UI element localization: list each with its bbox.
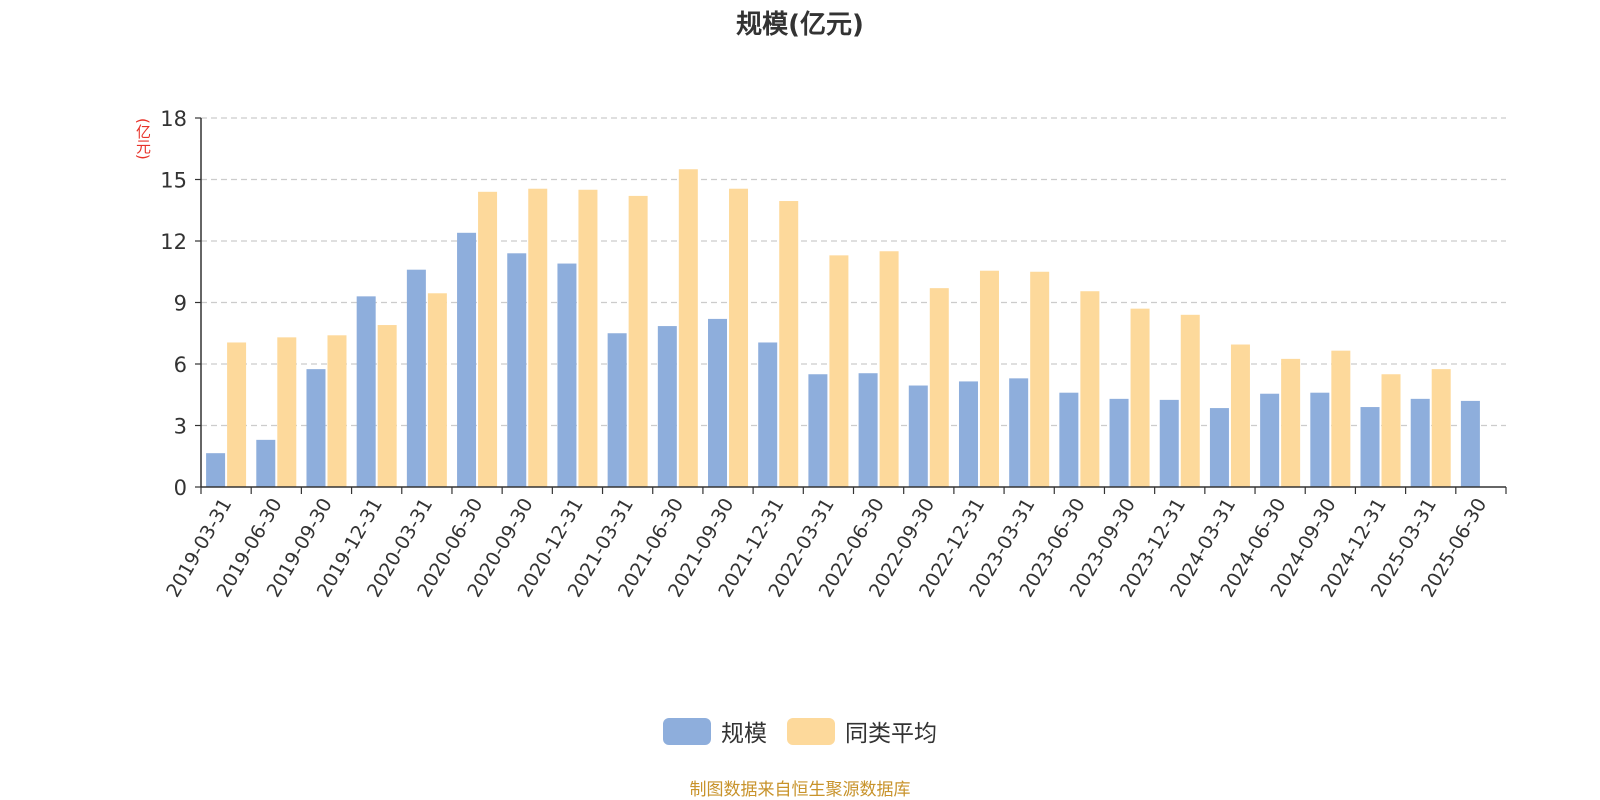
bar-peer-average[interactable] <box>427 293 447 487</box>
bar-scale[interactable] <box>607 333 627 487</box>
y-tick-label: 9 <box>174 292 187 316</box>
bar-scale[interactable] <box>908 385 928 487</box>
legend-swatch-scale <box>663 717 711 745</box>
legend-label-scale: 规模 <box>721 721 767 747</box>
bar-scale[interactable] <box>406 269 426 487</box>
bar-peer-average[interactable] <box>729 188 749 487</box>
bar-scale[interactable] <box>1310 392 1330 487</box>
y-tick-label: 0 <box>174 476 187 500</box>
bar-peer-average[interactable] <box>829 255 849 487</box>
y-tick-label: 12 <box>160 230 187 254</box>
bar-scale[interactable] <box>1059 392 1079 487</box>
bar-series <box>206 169 1480 488</box>
legend-label-peer-average: 同类平均 <box>845 721 937 747</box>
bar-scale[interactable] <box>1159 399 1179 487</box>
bar-scale[interactable] <box>457 232 477 487</box>
bar-peer-average[interactable] <box>929 288 949 487</box>
data-source-note: 制图数据来自恒生聚源数据库 <box>689 780 911 800</box>
bar-peer-average[interactable] <box>1180 314 1200 487</box>
y-tick-label: 3 <box>174 415 187 439</box>
bar-peer-average[interactable] <box>277 337 297 487</box>
bar-scale[interactable] <box>1109 398 1129 487</box>
bar-scale[interactable] <box>958 381 978 487</box>
bar-peer-average[interactable] <box>528 188 548 487</box>
bar-scale[interactable] <box>256 439 276 487</box>
bar-scale[interactable] <box>557 263 577 487</box>
chart-title: 规模(亿元) <box>736 10 864 40</box>
bar-scale[interactable] <box>1410 398 1430 487</box>
bar-peer-average[interactable] <box>779 201 799 487</box>
bar-scale[interactable] <box>708 318 728 487</box>
y-tick-label: 15 <box>160 169 187 193</box>
bar-peer-average[interactable] <box>1281 358 1301 487</box>
bar-scale[interactable] <box>1360 407 1380 487</box>
bar-scale[interactable] <box>657 326 677 487</box>
bar-peer-average[interactable] <box>1130 308 1150 487</box>
bar-peer-average[interactable] <box>377 325 397 487</box>
y-axis-unit-label: (亿元) <box>134 118 152 160</box>
bar-scale[interactable] <box>356 296 376 487</box>
bar-peer-average[interactable] <box>227 342 247 487</box>
bar-scale[interactable] <box>1209 408 1229 487</box>
bar-peer-average[interactable] <box>1381 374 1401 487</box>
bar-scale[interactable] <box>1260 393 1280 487</box>
chart-legend: 规模 同类平均 <box>0 714 1600 748</box>
bar-scale[interactable] <box>858 373 878 487</box>
bar-peer-average[interactable] <box>1030 271 1050 487</box>
bar-peer-average[interactable] <box>1331 350 1351 487</box>
legend-item-scale[interactable]: 规模 <box>663 714 767 748</box>
bar-peer-average[interactable] <box>578 189 598 487</box>
legend-item-peer-average[interactable]: 同类平均 <box>787 714 937 748</box>
bar-scale[interactable] <box>808 374 828 487</box>
bar-peer-average[interactable] <box>1230 344 1250 487</box>
bar-scale[interactable] <box>306 369 326 487</box>
bar-peer-average[interactable] <box>979 270 999 487</box>
bar-scale[interactable] <box>507 253 527 487</box>
bar-scale[interactable] <box>206 453 226 487</box>
bar-scale[interactable] <box>758 342 778 487</box>
bar-peer-average[interactable] <box>628 195 648 487</box>
grid-lines <box>201 117 1506 427</box>
bar-peer-average[interactable] <box>879 251 899 487</box>
bar-peer-average[interactable] <box>678 169 698 487</box>
bar-peer-average[interactable] <box>1080 291 1100 487</box>
bar-peer-average[interactable] <box>1431 369 1451 487</box>
bar-peer-average[interactable] <box>327 335 347 487</box>
y-tick-label: 6 <box>174 353 187 377</box>
bar-peer-average[interactable] <box>478 191 498 488</box>
bar-scale[interactable] <box>1009 378 1029 487</box>
legend-swatch-peer-average <box>787 717 835 745</box>
y-tick-label: 18 <box>160 107 187 131</box>
bar-scale[interactable] <box>1460 400 1480 487</box>
